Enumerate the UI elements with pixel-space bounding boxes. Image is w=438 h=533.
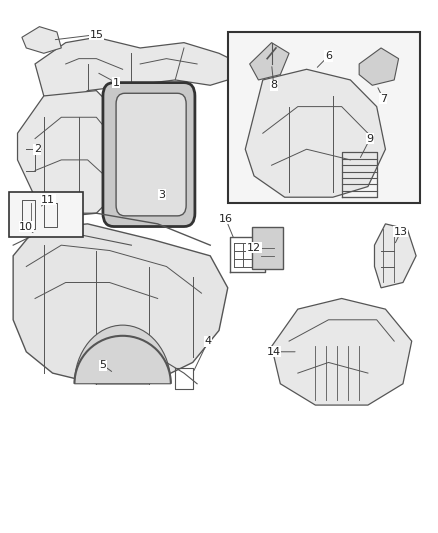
Text: 9: 9 xyxy=(367,134,374,143)
Polygon shape xyxy=(250,43,289,80)
Text: 1: 1 xyxy=(113,78,120,87)
Polygon shape xyxy=(359,48,399,85)
FancyBboxPatch shape xyxy=(116,93,186,216)
Text: 4: 4 xyxy=(205,336,212,346)
FancyBboxPatch shape xyxy=(228,32,420,203)
Text: 8: 8 xyxy=(270,80,277,90)
FancyBboxPatch shape xyxy=(252,227,283,269)
Polygon shape xyxy=(13,224,228,384)
Text: 16: 16 xyxy=(219,214,233,223)
FancyBboxPatch shape xyxy=(103,83,195,227)
Text: 5: 5 xyxy=(99,360,106,370)
Text: 12: 12 xyxy=(247,243,261,253)
Text: 11: 11 xyxy=(41,195,55,205)
FancyBboxPatch shape xyxy=(9,192,83,237)
Text: 6: 6 xyxy=(325,51,332,61)
Polygon shape xyxy=(18,91,131,213)
Polygon shape xyxy=(272,298,412,405)
Text: 10: 10 xyxy=(19,222,33,231)
Text: 14: 14 xyxy=(267,347,281,357)
Polygon shape xyxy=(374,224,416,288)
Text: 13: 13 xyxy=(394,227,408,237)
Text: 15: 15 xyxy=(89,30,103,39)
Text: 2: 2 xyxy=(34,144,41,154)
Polygon shape xyxy=(245,69,385,197)
Text: 3: 3 xyxy=(159,190,166,199)
Polygon shape xyxy=(35,37,241,107)
Wedge shape xyxy=(74,325,171,384)
Text: 7: 7 xyxy=(380,94,387,103)
Polygon shape xyxy=(22,27,61,53)
